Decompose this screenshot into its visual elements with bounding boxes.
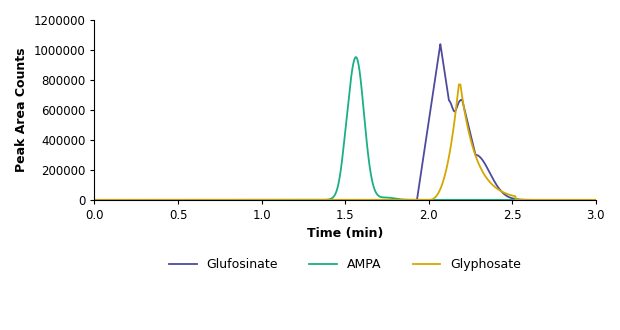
Y-axis label: Peak Area Counts: Peak Area Counts — [15, 48, 28, 172]
X-axis label: Time (min): Time (min) — [307, 227, 383, 241]
AMPA — [91, 198, 98, 202]
Line: Glufosinate: Glufosinate — [94, 44, 596, 200]
Legend: Glufosinate, AMPA, Glyphosate: Glufosinate, AMPA, Glyphosate — [164, 253, 526, 276]
Line: AMPA: AMPA — [94, 57, 596, 200]
Glyphosate — [280, 198, 287, 202]
Glyphosate — [588, 198, 596, 202]
AMPA — [316, 198, 323, 202]
AMPA — [213, 198, 220, 202]
Glufosinate — [316, 198, 323, 202]
Glyphosate — [207, 198, 215, 202]
AMPA — [588, 198, 596, 202]
AMPA — [352, 55, 360, 59]
Glyphosate — [592, 198, 600, 202]
Glufosinate — [91, 198, 98, 202]
Glyphosate — [91, 198, 98, 202]
Line: Glyphosate: Glyphosate — [94, 84, 596, 200]
Glufosinate — [280, 198, 287, 202]
AMPA — [210, 198, 217, 202]
AMPA — [207, 198, 215, 202]
AMPA — [592, 198, 600, 202]
Glufosinate — [210, 198, 217, 202]
Glufosinate — [588, 198, 596, 202]
Glyphosate — [455, 82, 463, 86]
Glyphosate — [316, 198, 323, 202]
Glufosinate — [592, 198, 600, 202]
Glyphosate — [210, 198, 217, 202]
Glufosinate — [207, 198, 215, 202]
Glufosinate — [436, 42, 444, 46]
AMPA — [280, 198, 287, 202]
Glufosinate — [213, 198, 220, 202]
Glyphosate — [213, 198, 220, 202]
